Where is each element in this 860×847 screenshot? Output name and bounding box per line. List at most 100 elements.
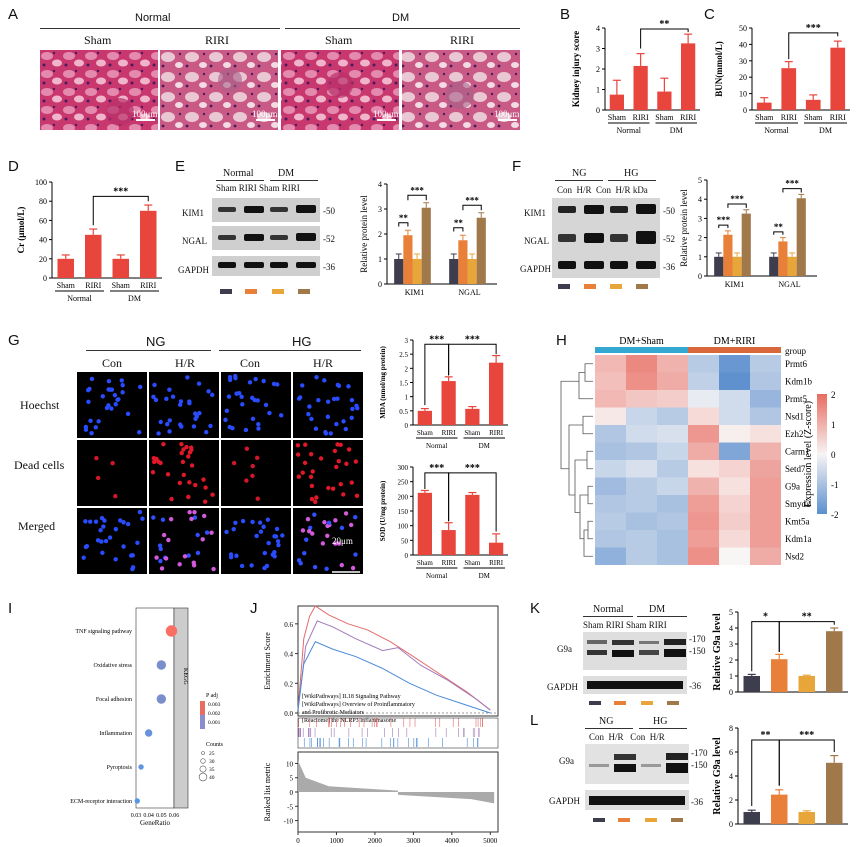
significance-label: ** — [774, 222, 784, 232]
cell — [349, 480, 354, 485]
legend-swatch — [245, 289, 257, 294]
bar — [778, 241, 788, 276]
cell — [233, 373, 238, 379]
bar — [403, 235, 413, 284]
heatmap-cell — [688, 512, 719, 530]
significance-bracket — [407, 194, 427, 201]
blot-panel-k: Normal DM Sham RIRI Sham RIRI G9a GAPDH … — [545, 604, 706, 709]
cell — [255, 398, 260, 403]
cell — [339, 525, 345, 531]
cell — [326, 520, 332, 526]
kda-label: -150 — [691, 760, 708, 770]
y-tick-label: 0 — [405, 552, 409, 560]
cell — [83, 427, 89, 432]
panel-letter-l: L — [530, 712, 539, 729]
heatmap-cell — [688, 442, 719, 460]
significance-label: *** — [429, 334, 444, 345]
cell — [266, 540, 271, 546]
heatmap-cell — [750, 442, 781, 460]
bar — [743, 676, 760, 692]
significance-label: ** — [399, 213, 409, 223]
legend-tick: 25 — [209, 751, 215, 757]
column-group-label: DM+RIRI — [714, 336, 756, 347]
y-tick-label: 5 — [698, 176, 702, 185]
significance-bracket — [727, 203, 747, 208]
group-label: Normal — [764, 126, 789, 135]
cell — [309, 416, 314, 422]
cell — [239, 563, 245, 569]
cell — [313, 499, 318, 505]
col-label: RIRI — [605, 620, 624, 630]
bar — [830, 47, 846, 110]
y-tick-label: 1 — [729, 672, 733, 681]
cell — [353, 459, 359, 464]
significance-bracket — [778, 621, 835, 652]
fluorescence-tile — [77, 508, 147, 574]
y-tick-label: -5 — [287, 803, 293, 811]
heatmap-cell — [688, 530, 719, 548]
significance-label: *** — [806, 23, 821, 34]
underline — [555, 180, 603, 181]
scale-tick-label: 1 — [831, 420, 836, 430]
bar — [787, 256, 797, 276]
row-label: Dead cells — [14, 458, 65, 472]
panel-letter-j: J — [250, 600, 258, 617]
col-label: Sham — [259, 183, 280, 193]
legend-swatch — [272, 289, 284, 294]
cell — [341, 492, 346, 497]
y-tick-label: 100 — [398, 523, 409, 531]
legend-entry: [WikiPathways] IL18 Signaling Pathway — [302, 694, 401, 700]
heatmap-cell — [719, 512, 750, 530]
y-tick-label: 10 — [739, 90, 747, 99]
heatmap-cell — [595, 355, 626, 373]
cell — [164, 396, 169, 402]
cell — [156, 431, 161, 436]
cell — [203, 485, 208, 490]
cell — [118, 518, 123, 523]
bar — [732, 256, 742, 276]
cell — [335, 396, 340, 401]
cell — [109, 406, 114, 411]
cell — [336, 458, 341, 464]
legend-swatch — [298, 289, 310, 294]
cell — [107, 387, 113, 392]
cell — [180, 459, 186, 465]
cell — [298, 561, 303, 566]
y-tick-label: -10 — [284, 818, 294, 826]
y-tick-label: 0.5 — [399, 408, 408, 416]
x-tick-label: RIRI — [633, 113, 649, 122]
row-label: Smyd2 — [785, 499, 811, 509]
significance-label: *** — [465, 195, 479, 205]
blot-panel-f: NG HG Con H/R Con H/R kDa KIM1 NGAL GAPD… — [520, 168, 685, 298]
cell — [83, 544, 89, 550]
heatmap-cell — [595, 372, 626, 390]
x-tick-label: Sham — [608, 113, 627, 122]
heatmap-cell — [719, 425, 750, 443]
bar — [723, 234, 733, 276]
category-label: Inflammation — [99, 730, 132, 737]
bar — [57, 258, 74, 278]
significance-bracket — [773, 231, 784, 235]
cell — [194, 414, 200, 419]
cell — [334, 464, 339, 470]
cell — [275, 539, 281, 544]
cell — [316, 397, 321, 403]
y-tick-label: 1 — [378, 255, 382, 264]
legend-swatch — [671, 818, 683, 822]
legend-swatch — [667, 701, 679, 705]
cell — [338, 482, 343, 487]
x-tick-label: RIRI — [680, 113, 696, 122]
y-tick-label: 8 — [729, 724, 733, 733]
cell — [120, 390, 125, 395]
blot-group: Normal — [593, 604, 624, 615]
cell — [98, 528, 103, 533]
cell — [300, 470, 305, 475]
cell — [234, 391, 239, 396]
cell — [309, 496, 315, 502]
x-tick-label: RIRI — [489, 559, 504, 567]
panel-letter-i: I — [8, 600, 13, 617]
bar — [476, 217, 486, 284]
cell — [202, 499, 208, 504]
group-dm-line — [285, 28, 520, 29]
